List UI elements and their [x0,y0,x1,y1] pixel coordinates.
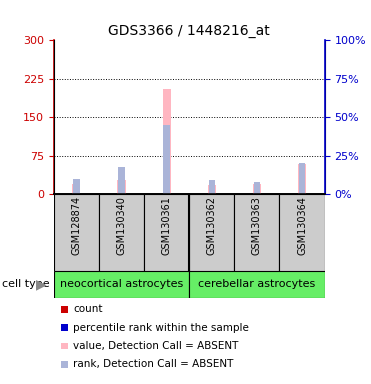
Text: GSM130361: GSM130361 [162,196,172,255]
Text: GSM130363: GSM130363 [252,196,262,255]
Bar [298,164,306,194]
Bar [54,194,99,271]
Bar [72,184,81,194]
Bar [162,89,171,194]
Bar [253,184,261,194]
Text: cerebellar astrocytes: cerebellar astrocytes [198,279,316,289]
Bar [234,194,279,271]
Text: count: count [73,304,103,314]
Bar [189,194,234,271]
Text: GSM130362: GSM130362 [207,196,217,255]
Bar [254,182,260,194]
Bar [279,194,325,271]
Bar [144,194,189,271]
Text: GSM130340: GSM130340 [116,196,127,255]
Title: GDS3366 / 1448216_at: GDS3366 / 1448216_at [108,24,270,38]
Text: GSM130364: GSM130364 [297,196,307,255]
Bar [54,271,189,298]
Bar [73,179,80,194]
Bar [209,180,215,194]
Bar [118,167,125,194]
Bar [208,185,216,194]
Bar [299,163,305,194]
Bar [189,271,325,298]
Text: neocortical astrocytes: neocortical astrocytes [60,279,183,289]
Bar [118,180,125,194]
Text: percentile rank within the sample: percentile rank within the sample [73,323,249,333]
Text: ▶: ▶ [36,277,47,291]
Bar [163,125,170,194]
Text: GSM128874: GSM128874 [71,196,81,255]
Bar [99,194,144,271]
Text: rank, Detection Call = ABSENT: rank, Detection Call = ABSENT [73,359,234,369]
Text: value, Detection Call = ABSENT: value, Detection Call = ABSENT [73,341,239,351]
Text: cell type: cell type [2,279,49,289]
